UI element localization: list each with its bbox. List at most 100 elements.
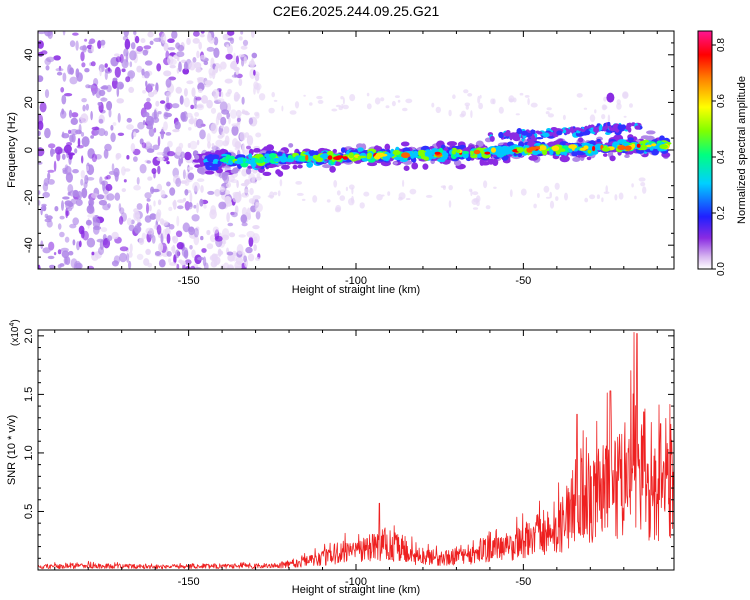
ridge-blob [275,169,281,175]
noise-blob [79,45,88,51]
noise-blob [160,128,165,140]
x-tick-label: -100 [345,576,367,588]
noise-blob [60,87,65,93]
ridge-blob [262,171,272,176]
noise-blob [483,180,488,189]
noise-blob [146,198,151,202]
ridge-blob [204,170,215,175]
ridge-blob [601,126,607,131]
ridge-blob [297,164,303,169]
noise-blob [479,94,482,99]
ridge-blob [219,158,229,163]
noise-blob [200,31,205,34]
noise-blob [634,195,637,200]
noise-blob [125,76,131,83]
ridge-blob [470,150,474,156]
noise-blob [224,78,233,84]
ridge-blob [578,128,584,132]
noise-blob [335,104,342,108]
noise-blob [44,31,53,37]
noise-blob [64,93,73,97]
noise-blob [215,115,220,126]
noise-blob [147,176,153,181]
noise-blob [234,140,242,149]
noise-blob [218,250,224,255]
noise-blob [54,146,63,155]
noise-blob [133,210,141,221]
ridge-blob [646,144,652,148]
ridge-blob [273,157,281,162]
noise-blob [171,103,180,109]
noise-blob [44,89,50,99]
ridge-blob [357,147,364,152]
noise-blob [163,121,168,131]
noise-blob [241,222,248,227]
noise-blob [335,204,342,212]
noise-blob [81,62,86,68]
noise-blob [134,35,140,44]
noise-blob [212,226,220,234]
ridge-blob [579,147,586,151]
y-tick-label: 0.5 [23,504,35,519]
noise-blob [363,191,370,197]
noise-blob [248,236,254,247]
ridge-blob [340,147,346,154]
noise-blob [235,109,242,118]
noise-blob [448,185,454,191]
ridge-blob [197,166,205,174]
noise-blob [112,122,117,126]
noise-blob [72,32,79,36]
noise-blob [236,117,241,123]
ridge-blob [558,148,566,152]
snr-plot-area [38,330,674,570]
noise-blob [380,97,385,102]
noise-blob [146,148,155,153]
noise-blob [136,45,144,52]
noise-blob [252,195,261,200]
ridge-blob [516,128,523,135]
noise-blob [199,129,206,140]
noise-blob [144,60,153,66]
noise-blob [549,200,555,209]
noise-blob [172,244,176,254]
noise-blob [206,46,215,52]
noise-blob [602,105,608,110]
noise-blob [121,188,127,193]
ridge-blob [393,161,398,165]
ridge-blob [490,147,497,153]
noise-blob [91,45,95,53]
noise-blob [129,61,133,68]
noise-blob [107,67,111,72]
noise-blob [166,91,172,98]
noise-blob [391,100,396,107]
noise-blob [167,47,176,51]
noise-blob [246,135,254,146]
noise-blob [464,102,471,107]
noise-blob [47,179,55,185]
ridge-blob [492,158,499,166]
ridge-blob [569,126,574,132]
x-tick-label: -150 [178,275,200,287]
noise-blob [605,185,608,193]
noise-blob [86,237,96,248]
noise-blob [163,70,172,77]
noise-blob [201,95,208,104]
ridge-blob [327,150,334,157]
ridge-blob [513,133,520,140]
noise-blob [104,143,112,152]
ridge-blob [505,146,512,153]
noise-blob [136,177,140,185]
snr-panel: -150 -100 -50 0.5 1.0 1.5 2.0 Height of straig… [6,319,675,596]
noise-blob [230,179,238,184]
noise-blob [159,100,166,104]
ridge-blob [384,143,391,151]
noise-blob [340,96,344,100]
ridge-blob [489,135,495,142]
noise-blob [246,145,251,150]
noise-blob [166,161,170,165]
ridge-blob [281,164,290,170]
noise-blob [241,96,245,105]
noise-blob [638,177,646,182]
noise-blob [583,107,588,110]
noise-blob [196,77,205,81]
